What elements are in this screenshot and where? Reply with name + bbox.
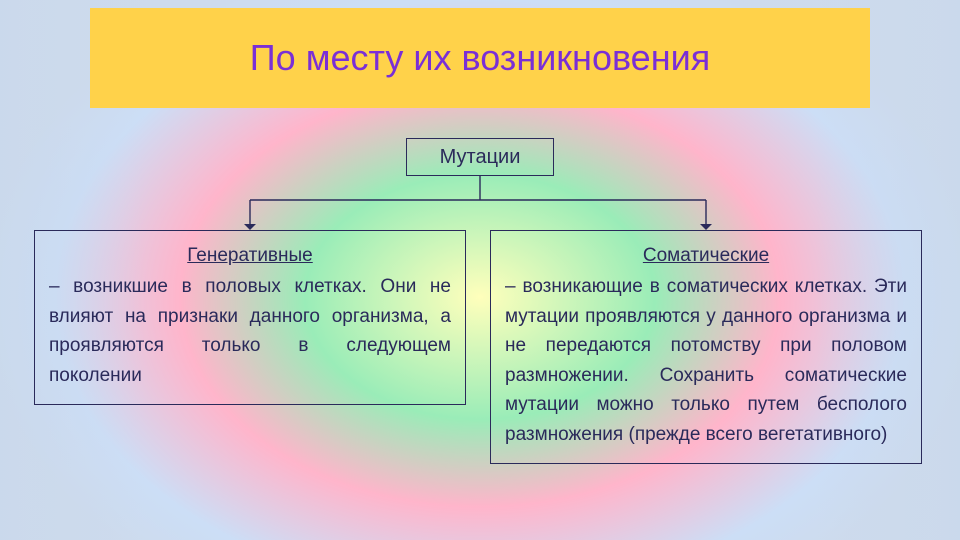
child-body: – возникающие в соматических клетках. Эт… [505,276,907,444]
root-node: Мутации [406,138,554,176]
diagram-title: По месту их возникновения [250,37,710,79]
child-node-generative: Генеративные – возникшие в половых клетк… [34,230,466,405]
child-node-somatic: Соматические – возникающие в соматически… [490,230,922,464]
child-body: – возникшие в половых клетках. Они не вл… [49,276,451,385]
child-heading: Генеративные [49,241,451,270]
child-heading: Соматические [505,241,907,270]
root-node-label: Мутации [440,146,521,169]
title-band: По месту их возникновения [90,8,870,108]
